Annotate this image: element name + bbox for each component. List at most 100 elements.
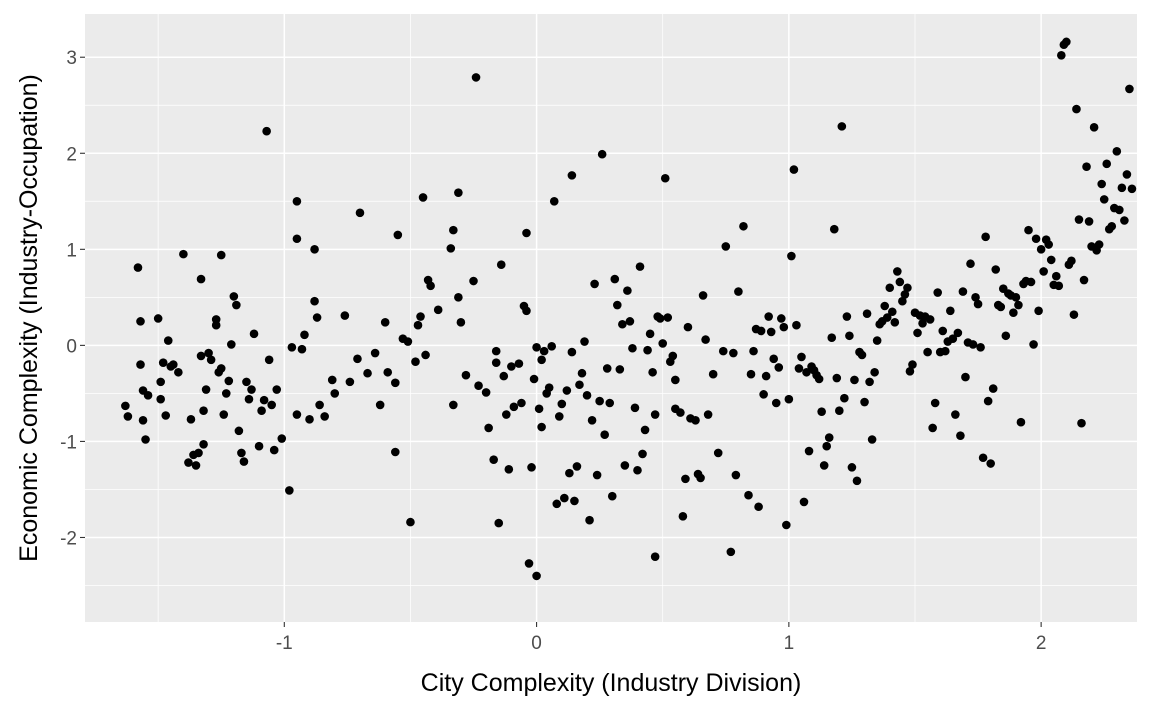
data-point (635, 262, 645, 271)
data-point (918, 318, 927, 328)
data-point (857, 350, 867, 360)
data-points (121, 37, 1137, 581)
data-point (133, 263, 143, 272)
data-point (867, 435, 877, 444)
data-point (1077, 418, 1086, 428)
data-point (229, 292, 239, 301)
data-point (494, 518, 504, 528)
data-point (683, 322, 693, 332)
data-point (1082, 162, 1091, 172)
data-point (696, 473, 705, 483)
data-point (471, 73, 481, 82)
data-point (499, 371, 509, 381)
x-tick-label: 2 (1036, 633, 1047, 654)
data-point (774, 363, 784, 372)
y-tick-label: 0 (66, 336, 77, 357)
data-point (156, 394, 165, 404)
panel-background (85, 14, 1137, 622)
data-point (930, 398, 940, 408)
data-point (491, 358, 501, 367)
data-point (1034, 306, 1043, 316)
data-point (713, 448, 723, 458)
data-point (847, 463, 857, 472)
data-point (330, 389, 340, 398)
data-point (418, 193, 428, 202)
data-point (204, 348, 213, 358)
data-point (804, 446, 814, 456)
data-point (966, 259, 975, 269)
data-point (671, 375, 680, 385)
data-point (532, 342, 541, 352)
data-point (244, 394, 254, 404)
data-point (158, 358, 168, 367)
data-point (310, 245, 319, 254)
y-tick-label: -2 (60, 528, 77, 549)
data-point (749, 346, 758, 356)
data-point (668, 351, 678, 361)
data-point (759, 390, 768, 399)
data-point (1120, 216, 1129, 225)
data-point (734, 287, 743, 296)
data-point (678, 512, 688, 521)
data-point (575, 380, 584, 390)
data-point (731, 470, 741, 480)
data-point (310, 296, 319, 306)
data-point (1122, 170, 1132, 179)
data-point (211, 320, 221, 330)
data-point (194, 448, 203, 458)
data-point (1014, 300, 1023, 310)
data-point (391, 447, 400, 457)
data-point (292, 234, 302, 244)
data-point (277, 434, 287, 443)
data-point (729, 348, 738, 358)
data-point (237, 448, 246, 458)
data-point (484, 423, 493, 433)
data-point (292, 410, 302, 419)
data-point (1026, 277, 1036, 287)
data-point (234, 426, 244, 436)
data-point (923, 347, 932, 357)
data-point (600, 430, 609, 440)
data-point (267, 400, 276, 410)
data-point (320, 412, 329, 421)
data-point (292, 196, 302, 206)
data-point (1099, 195, 1109, 204)
data-point (449, 225, 458, 235)
y-axis-ticks: -2 -1 0 1 2 3 (60, 48, 85, 549)
data-point (718, 346, 728, 356)
data-point (300, 330, 309, 340)
data-point (1054, 281, 1064, 291)
data-point (1051, 271, 1061, 281)
data-point (446, 244, 456, 253)
data-point (403, 337, 413, 346)
data-point (643, 345, 652, 355)
data-point (557, 399, 567, 409)
data-point (905, 367, 915, 376)
data-point (269, 445, 279, 455)
x-tick-label: -1 (276, 633, 293, 654)
data-point (1011, 293, 1021, 302)
data-point (216, 364, 226, 373)
data-point (580, 337, 589, 346)
data-point (123, 412, 133, 421)
data-point (605, 398, 615, 408)
data-point (547, 342, 557, 351)
data-point (946, 306, 955, 316)
data-point (544, 383, 554, 392)
data-point (721, 242, 731, 251)
data-point (938, 326, 948, 336)
data-point (393, 230, 403, 240)
data-point (577, 368, 587, 378)
data-point (956, 431, 965, 440)
data-point (650, 552, 660, 561)
data-point (186, 415, 196, 424)
data-point (862, 309, 872, 318)
y-axis-title: Economic Complexity (Industry-Occupation… (15, 74, 43, 562)
data-point (136, 360, 145, 369)
data-point (976, 342, 985, 352)
data-point (880, 301, 890, 311)
x-tick-label: 1 (784, 633, 795, 654)
data-point (411, 357, 420, 367)
data-point (587, 415, 597, 425)
data-point (610, 274, 620, 284)
